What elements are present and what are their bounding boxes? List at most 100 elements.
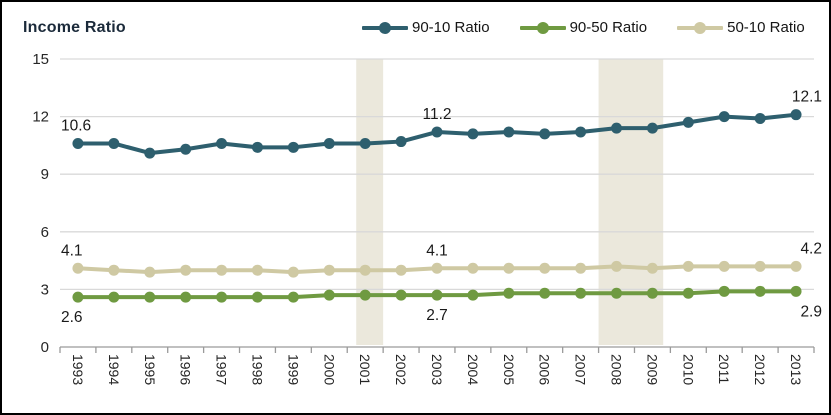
y-axis-tick-label: 15 (32, 51, 49, 68)
data-point-marker (431, 262, 443, 274)
data-point-marker (646, 122, 658, 134)
x-axis-year-label: 2007 (573, 354, 589, 385)
data-point-marker (790, 260, 802, 272)
legend-dot-marker-icon (694, 21, 707, 34)
x-axis-year-label: 2006 (537, 354, 553, 385)
data-point-marker (216, 264, 228, 276)
y-axis-tick-label: 0 (41, 339, 49, 356)
x-axis-year-label: 2001 (357, 354, 373, 385)
data-point-marker (611, 287, 623, 299)
legend-item-90-50: 90-50 Ratio (519, 19, 648, 36)
data-point-marker (395, 136, 407, 148)
x-axis-year-label: 1993 (70, 354, 86, 385)
x-axis-year-label: 2004 (465, 354, 481, 385)
x-axis-year-label: 2013 (788, 354, 804, 385)
data-point-marker (251, 291, 263, 303)
data-point-label: 4.1 (426, 242, 448, 259)
data-point-marker (359, 289, 371, 301)
data-point-marker (144, 266, 156, 278)
data-point-marker (108, 291, 120, 303)
data-point-marker (287, 291, 299, 303)
y-axis-tick-label: 6 (41, 224, 49, 241)
data-point-marker (754, 113, 766, 125)
data-point-label: 4.1 (61, 242, 83, 259)
data-point-marker (467, 262, 479, 274)
legend-dot-marker-icon (536, 21, 549, 34)
legend-line-marker-icon (519, 21, 566, 34)
data-point-marker (611, 260, 623, 272)
x-axis-year-label: 2009 (644, 354, 660, 385)
data-point-marker (216, 137, 228, 149)
x-axis-year-label: 1998 (249, 354, 265, 385)
legend-item-90-10: 90-10 Ratio (362, 19, 490, 36)
data-point-marker (575, 287, 587, 299)
recession-band (356, 59, 384, 345)
x-axis-year-label: 2012 (752, 354, 768, 385)
data-point-marker (503, 126, 515, 138)
chart-legend: 90-10 Ratio 90-50 Ratio 50-10 Ratio (362, 19, 805, 36)
data-point-marker (180, 291, 192, 303)
data-point-marker (323, 264, 335, 276)
data-point-marker (754, 260, 766, 272)
data-point-marker (790, 285, 802, 297)
data-point-marker (323, 137, 335, 149)
y-axis-tick-label: 12 (32, 109, 49, 126)
data-point-marker (108, 264, 120, 276)
data-point-marker (646, 287, 658, 299)
data-point-marker (72, 262, 84, 274)
data-point-marker (682, 116, 694, 128)
x-axis-year-label: 2011 (716, 354, 732, 384)
x-axis-year-label: 1999 (285, 354, 301, 385)
data-point-marker (718, 285, 730, 297)
data-point-marker (682, 260, 694, 272)
data-point-marker (395, 289, 407, 301)
x-axis-year-label: 1996 (178, 354, 194, 385)
legend-label: 90-50 Ratio (569, 19, 648, 36)
data-point-marker (611, 122, 623, 134)
legend-line-marker-icon (677, 21, 724, 34)
data-point-marker (718, 111, 730, 123)
data-point-marker (72, 291, 84, 303)
data-point-label: 12.1 (792, 89, 822, 106)
legend-label: 50-10 Ratio (727, 19, 805, 36)
data-point-marker (539, 128, 551, 140)
data-point-marker (503, 262, 515, 274)
data-point-marker (539, 262, 551, 274)
data-point-label: 10.6 (61, 117, 91, 134)
data-point-label: 2.9 (800, 303, 822, 320)
chart-title: Income Ratio (23, 19, 126, 36)
data-point-marker (251, 141, 263, 153)
data-point-marker (575, 262, 587, 274)
x-axis-year-label: 2002 (393, 354, 409, 385)
data-point-marker (108, 137, 120, 149)
data-point-label: 2.7 (426, 307, 448, 324)
y-axis-tick-label: 9 (41, 166, 49, 183)
data-point-label: 11.2 (422, 106, 451, 123)
data-point-label: 4.2 (800, 240, 822, 257)
data-point-marker (72, 137, 84, 149)
data-point-marker (467, 128, 479, 140)
legend-dot-marker-icon (379, 21, 391, 34)
data-point-marker (216, 291, 228, 303)
x-axis-year-label: 2010 (680, 354, 696, 385)
data-point-marker (144, 291, 156, 303)
data-point-marker (431, 126, 443, 138)
data-point-marker (395, 264, 407, 276)
data-point-marker (503, 287, 515, 299)
data-point-marker (180, 264, 192, 276)
data-point-marker (287, 141, 299, 153)
x-axis-year-label: 2005 (501, 354, 517, 385)
data-point-marker (251, 264, 263, 276)
data-point-marker (539, 287, 551, 299)
legend-item-50-10: 50-10 Ratio (677, 19, 805, 36)
data-point-marker (287, 266, 299, 278)
x-axis-year-label: 2000 (321, 354, 337, 385)
data-point-marker (431, 289, 443, 301)
legend-label: 90-10 Ratio (412, 19, 490, 36)
data-point-marker (682, 287, 694, 299)
x-axis-year-label: 1994 (106, 354, 122, 385)
x-axis-year-label: 1995 (142, 354, 158, 385)
data-point-marker (754, 285, 766, 297)
x-axis-year-label: 2003 (429, 354, 445, 385)
data-point-marker (718, 260, 730, 272)
